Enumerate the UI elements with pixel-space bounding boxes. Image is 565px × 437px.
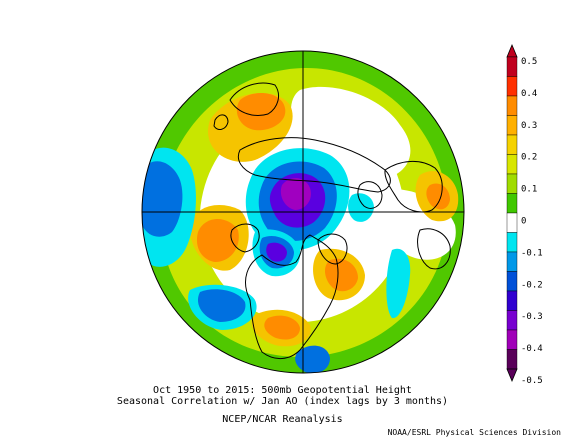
coast-north-america xyxy=(245,234,339,359)
field-neg-east-asia-cyan xyxy=(348,193,374,222)
coast-scandinavia xyxy=(357,181,383,209)
colorbar-segment xyxy=(506,134,518,155)
colorbar-bottom-triangle xyxy=(506,368,518,383)
polar-map xyxy=(142,51,464,373)
coastlines xyxy=(213,82,451,359)
caption-line-1: Oct 1950 to 2015: 500mb Geopotential Hei… xyxy=(153,385,412,396)
coast-africa xyxy=(417,228,451,270)
coast-alaska xyxy=(230,223,260,253)
field-neg-aleutian-blue xyxy=(142,161,183,237)
colorbar-tick-label: -0.1 xyxy=(521,248,543,258)
colorbar-segment xyxy=(506,349,518,370)
colorbar-segment xyxy=(506,76,518,97)
field-pos-west-pacific-orange xyxy=(196,218,239,262)
colorbar-segment xyxy=(506,310,518,331)
colorbar-labels: 0.5 0.4 0.3 0.2 0.1 0 -0.1 -0.2 -0.3 -0.4 -0.5 xyxy=(521,57,543,386)
credit-text: NOAA/ESRL Physical Sciences Division xyxy=(387,428,561,437)
field-neg-hudson-purple xyxy=(266,242,287,262)
field-neg-atlantic-cyan xyxy=(386,248,411,319)
field-neg-mexico-blue xyxy=(295,345,330,373)
colorbar-tick-label: 0.1 xyxy=(521,185,537,195)
colorbar-tick-label: -0.2 xyxy=(521,280,543,290)
colorbar-segment xyxy=(506,56,518,77)
colorbar-tick-label: 0 xyxy=(521,217,526,227)
colorbar-segment xyxy=(506,173,518,194)
field-pos-gulf-orange xyxy=(324,258,358,292)
colorbar-segment xyxy=(506,251,518,272)
caption-line-2: Seasonal Correlation w/ Jan AO (index la… xyxy=(116,396,449,407)
coast-east-asia xyxy=(229,82,279,116)
caption-line-3: NCEP/NCAR Reanalysis xyxy=(222,414,343,425)
colorbar-tick-label: -0.3 xyxy=(521,312,543,322)
colorbar-segment xyxy=(506,212,518,233)
field-neg-pacific-blue xyxy=(197,289,246,322)
colorbar-segment xyxy=(506,154,518,175)
map-boundary-circle xyxy=(141,50,465,374)
colorbar-tick-label: -0.5 xyxy=(521,376,543,386)
coast-greenland xyxy=(317,233,348,265)
colorbar: 0.5 0.4 0.3 0.2 0.1 0 -0.1 -0.2 -0.3 -0.4 -0.5 xyxy=(506,43,543,386)
field-pos-north-atlantic-orange xyxy=(236,93,286,131)
colorbar-segment xyxy=(506,329,518,350)
field-pos-south-us-orange xyxy=(264,315,300,340)
graticule xyxy=(142,51,464,373)
colorbar-tick-label: 0.2 xyxy=(521,153,537,163)
colorbar-segment xyxy=(506,232,518,253)
coast-japan xyxy=(213,114,229,130)
colorbar-segment xyxy=(506,115,518,136)
colorbar-segment xyxy=(506,95,518,116)
colorbar-segment xyxy=(506,193,518,214)
colorbar-tick-label: 0.5 xyxy=(521,57,537,67)
colorbar-tick-label: 0.4 xyxy=(521,89,537,99)
coast-europe xyxy=(384,161,443,213)
colorbar-top-triangle xyxy=(506,43,518,58)
colorbar-segments xyxy=(506,56,518,370)
field-pos-tibet-orange xyxy=(426,183,450,210)
colorbar-segment xyxy=(506,271,518,292)
coast-siberia xyxy=(237,137,391,193)
colorbar-tick-label: -0.4 xyxy=(521,344,543,354)
colorbar-tick-label: 0.3 xyxy=(521,121,537,131)
colorbar-segment xyxy=(506,290,518,311)
